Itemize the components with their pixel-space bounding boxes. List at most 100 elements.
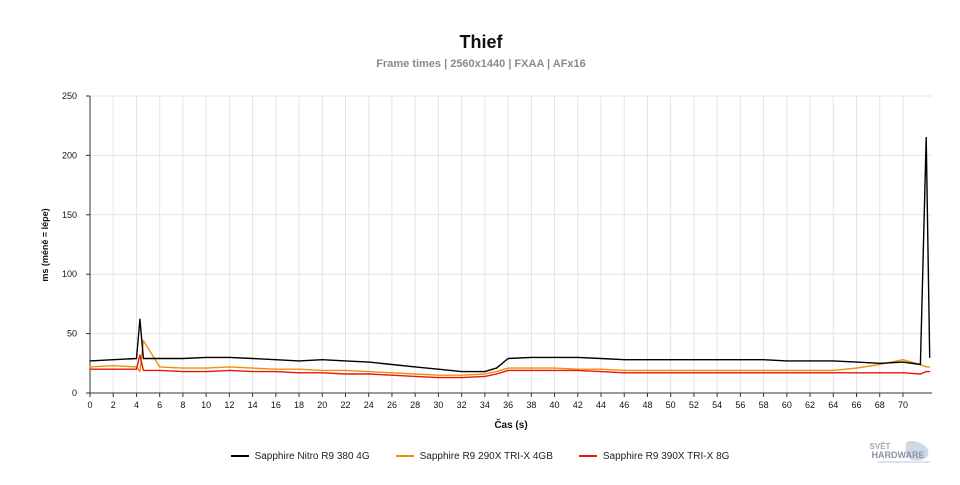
data-point <box>391 363 393 366</box>
data-point <box>554 369 556 371</box>
data-point <box>391 374 393 376</box>
data-point <box>554 356 556 358</box>
x-tick-label: 70 <box>898 400 908 410</box>
legend-swatch <box>578 455 597 457</box>
x-tick-label: 36 <box>503 400 513 410</box>
data-point <box>902 372 904 374</box>
x-tick-label: 14 <box>248 400 258 410</box>
data-point <box>763 372 765 374</box>
data-point <box>182 367 184 369</box>
data-point <box>739 369 742 371</box>
data-point <box>135 357 138 360</box>
data-point <box>925 137 927 139</box>
data-point <box>577 368 579 370</box>
data-point <box>391 372 393 374</box>
data-point <box>832 360 834 362</box>
data-point <box>484 373 486 375</box>
data-point <box>495 373 498 375</box>
x-tick-label: 44 <box>596 400 606 410</box>
data-point <box>739 372 742 374</box>
x-tick-label: 32 <box>457 400 467 410</box>
y-tick-label: 50 <box>67 329 77 339</box>
legend-label: Sapphire Nitro R9 380 4G <box>254 450 370 462</box>
chart-title: Thief <box>460 32 504 52</box>
data-point <box>495 371 498 373</box>
data-point <box>832 372 834 374</box>
data-point <box>344 369 347 371</box>
data-point <box>600 368 602 370</box>
data-point <box>925 371 927 373</box>
data-point <box>139 371 141 373</box>
data-point <box>142 369 144 371</box>
legend-swatch <box>230 455 249 457</box>
data-point <box>716 369 718 371</box>
x-tick-label: 2 <box>111 400 116 410</box>
legend-item[interactable]: Sapphire R9 290X TRI-X 4GB <box>395 450 553 462</box>
x-tick-label: 18 <box>294 400 304 410</box>
data-point <box>646 359 649 361</box>
grid-layer <box>89 95 932 394</box>
data-point <box>809 369 811 371</box>
chart-legend: Sapphire Nitro R9 380 4G Sapphire R9 290… <box>0 446 960 466</box>
data-point <box>554 367 556 369</box>
data-point <box>577 369 579 371</box>
data-point <box>577 356 579 358</box>
data-point <box>228 366 230 368</box>
data-point <box>112 368 114 370</box>
data-point <box>855 372 858 374</box>
data-point <box>623 359 625 361</box>
data-point <box>275 368 277 370</box>
x-tick-label: 30 <box>433 400 443 410</box>
data-point <box>919 373 922 375</box>
chart-subtitle: Frame times | 2560x1440 | FXAA | AFx16 <box>376 58 586 70</box>
series-line-0 <box>89 136 931 373</box>
data-point <box>205 367 207 369</box>
x-tick-label: 48 <box>642 400 652 410</box>
data-point <box>368 373 370 375</box>
data-point <box>716 372 718 374</box>
svet-hardware-logo: SVĚT HARDWARE <box>870 440 930 463</box>
x-axis-label: Čas (s) <box>494 418 527 431</box>
data-point <box>321 372 323 374</box>
y-tick-label: 200 <box>62 150 77 160</box>
series-line-2 <box>90 354 930 379</box>
data-point <box>252 367 254 369</box>
data-point <box>646 369 649 371</box>
data-point <box>600 371 602 373</box>
data-point <box>142 340 144 342</box>
data-point <box>368 361 370 363</box>
data-point <box>809 372 811 374</box>
legend-item[interactable]: Sapphire R9 390X TRI-X 8G <box>578 451 729 462</box>
x-tick-label: 56 <box>735 400 745 410</box>
x-tick-label: 8 <box>180 400 185 410</box>
x-tick-label: 28 <box>410 400 420 410</box>
data-point <box>786 372 788 374</box>
data-point <box>879 372 881 374</box>
data-point <box>855 361 858 363</box>
data-point <box>228 369 230 371</box>
data-point <box>530 369 532 371</box>
data-point <box>275 359 277 361</box>
data-point <box>461 374 463 376</box>
data-point <box>368 371 370 373</box>
logo-line-2: HARDWARE <box>872 450 925 460</box>
legend-item[interactable]: Sapphire Nitro R9 380 4G <box>230 450 370 462</box>
x-tick-label: 16 <box>271 400 281 410</box>
data-point <box>763 369 765 371</box>
x-tick-label: 0 <box>87 400 92 410</box>
data-point <box>855 367 858 369</box>
data-point <box>159 357 161 360</box>
x-tick-label: 68 <box>875 400 885 410</box>
data-point <box>252 357 254 360</box>
data-point <box>437 374 439 376</box>
data-point <box>461 371 463 373</box>
data-point <box>298 360 300 362</box>
x-tick-label: 50 <box>666 400 676 410</box>
data-point <box>414 373 416 375</box>
data-point <box>414 375 416 377</box>
x-tick-label: 60 <box>782 400 792 410</box>
data-point <box>623 372 625 374</box>
data-point <box>139 354 141 356</box>
legend-label: Sapphire R9 290X TRI-X 4GB <box>419 450 553 462</box>
